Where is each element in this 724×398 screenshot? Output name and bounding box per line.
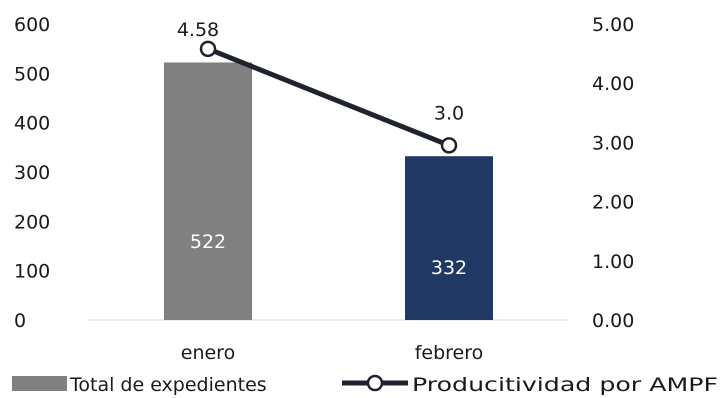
bar-febrero	[405, 156, 493, 320]
right-tick-label: 0.00	[592, 310, 634, 332]
bar-enero	[164, 62, 252, 320]
line-data-label: 4.58	[177, 19, 219, 41]
legend-swatch-bar	[12, 376, 67, 391]
right-tick-label: 1.00	[592, 251, 634, 273]
category-label: febrero	[415, 342, 484, 364]
line-path	[205, 46, 452, 148]
left-tick-label: 300	[14, 162, 50, 184]
left-tick-label: 400	[14, 113, 50, 135]
legend-label: Producitividad por AMPF	[412, 374, 718, 396]
legend-label: Total de expedientes	[69, 374, 267, 396]
left-axis: 0 100 200 300 400 500 600	[14, 14, 50, 332]
line-marker	[440, 137, 458, 154]
line-marker	[199, 40, 217, 58]
bar-data-label: 332	[431, 257, 467, 279]
right-tick-label: 4.00	[592, 73, 634, 95]
line-data-label: 3.0	[434, 102, 464, 124]
legend-marker	[366, 374, 384, 392]
left-tick-label: 600	[14, 14, 50, 36]
right-tick-label: 3.00	[592, 132, 634, 154]
right-tick-label: 5.00	[592, 14, 634, 36]
category-label: enero	[181, 342, 235, 364]
legend: Total de expedientes Producitividad por A…	[12, 374, 718, 396]
bar-data-label: 522	[190, 231, 226, 253]
right-tick-label: 2.00	[592, 192, 634, 214]
left-tick-label: 100	[14, 261, 50, 283]
left-tick-label: 0	[14, 310, 26, 332]
line-series: 4.58 3.0	[177, 19, 464, 154]
bar-series: 522 332	[164, 62, 493, 320]
right-axis: 0.00 1.00 2.00 3.00 4.00 5.00	[592, 14, 634, 332]
left-tick-label: 500	[14, 63, 50, 85]
left-tick-label: 200	[14, 211, 50, 233]
x-axis: enero febrero	[181, 342, 484, 364]
